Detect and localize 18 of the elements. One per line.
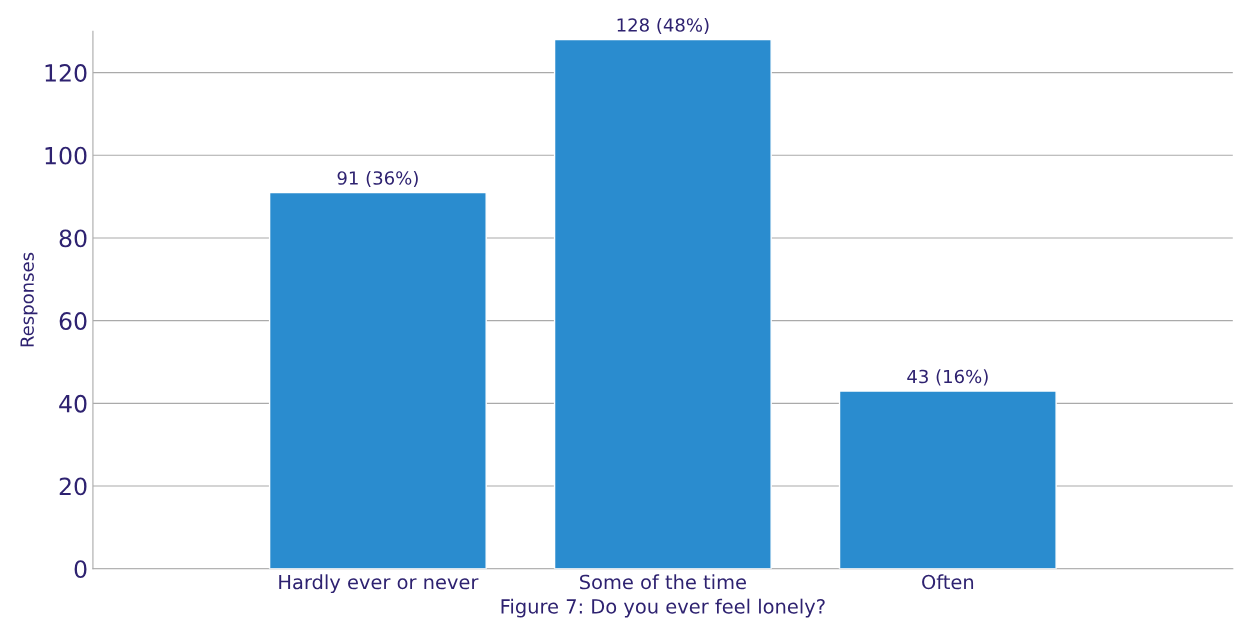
y-tick-label: 80 — [59, 229, 87, 248]
bar — [268, 191, 487, 569]
x-tick-label: Some of the time — [580, 574, 746, 590]
y-axis-title: Responses — [20, 252, 38, 347]
y-tick-label: 100 — [45, 146, 87, 165]
x-axis-title: Figure 7: Do you ever feel lonely? — [501, 598, 825, 618]
data-label: 128 (48%) — [617, 17, 709, 34]
data-label: 43 (16%) — [907, 369, 988, 386]
y-tick-label: 20 — [59, 477, 87, 496]
bar — [838, 390, 1057, 569]
y-tick-label: 60 — [59, 312, 87, 330]
y-tick-label: 0 — [74, 560, 87, 579]
bar — [553, 38, 772, 569]
x-tick-label: Hardly ever or never — [279, 574, 479, 594]
data-label: 91 (36%) — [337, 170, 418, 187]
y-tick-label: 120 — [45, 64, 87, 82]
y-tick-label: 40 — [59, 394, 87, 413]
x-tick-label: Often — [922, 574, 974, 590]
